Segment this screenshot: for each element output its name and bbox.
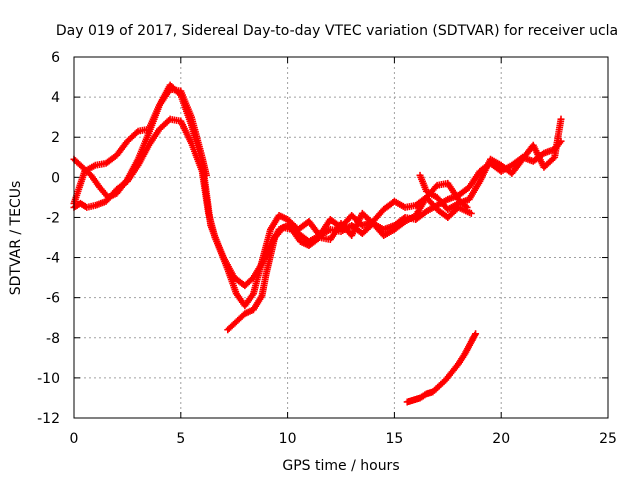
- series-track-f: [403, 330, 480, 406]
- data-markers: [70, 85, 210, 207]
- series-track-e: [416, 115, 565, 213]
- y-tick-label: 2: [51, 130, 60, 146]
- data-markers: [403, 330, 480, 406]
- x-axis-label: GPS time / hours: [282, 458, 399, 474]
- x-tick-label: 0: [70, 431, 79, 447]
- y-tick-label: 6: [51, 50, 60, 66]
- data-markers: [224, 179, 471, 334]
- y-tick-label: 4: [51, 90, 60, 106]
- y-tick-label: -10: [37, 371, 60, 387]
- chart-title: Day 019 of 2017, Sidereal Day-to-day VTE…: [56, 23, 618, 39]
- plot-area: [70, 81, 565, 406]
- plot-frame: [73, 56, 609, 419]
- y-tick-label: -2: [46, 210, 60, 226]
- y-tick-label: -6: [46, 291, 60, 307]
- series-track-c: [70, 85, 210, 207]
- tick-labels: 0 5 10 15 20 25 -12 -10 -8 -6 -4 -2 0 2 4 6: [37, 50, 617, 447]
- y-tick-label: -8: [46, 331, 60, 347]
- y-tick-label: -4: [46, 251, 60, 267]
- x-tick-label: 10: [279, 431, 297, 447]
- y-tick-label: -12: [37, 411, 60, 427]
- data-markers: [70, 81, 475, 310]
- x-tick-label: 15: [385, 431, 403, 447]
- data-markers: [416, 115, 565, 213]
- grid: [74, 57, 608, 418]
- series-track-d: [224, 179, 471, 334]
- x-tick-label: 20: [492, 431, 510, 447]
- x-tick-label: 5: [176, 431, 185, 447]
- series-track-b: [70, 81, 475, 310]
- y-tick-label: 0: [51, 170, 60, 186]
- x-tick-label: 25: [599, 431, 617, 447]
- y-axis-label: SDTVAR / TECUs: [8, 181, 24, 296]
